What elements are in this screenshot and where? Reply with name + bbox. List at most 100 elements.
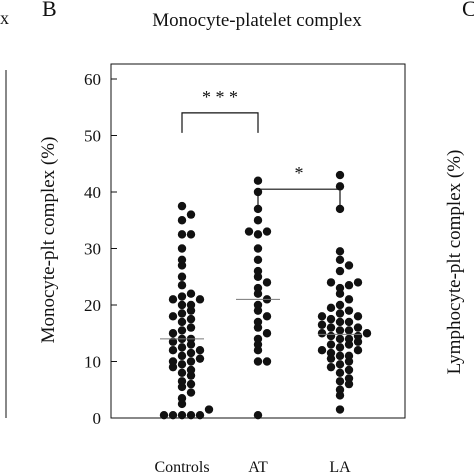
point-controls [186,388,196,397]
point-la [344,334,354,344]
point-la [335,334,345,344]
point-la [335,405,345,414]
point-controls [186,323,196,332]
significance-label-2: * [295,163,304,183]
point-la [326,331,336,341]
point-at [262,278,272,287]
point-la [335,360,345,369]
point-at [253,244,263,253]
point-la [335,170,345,180]
point-controls [177,351,187,361]
point-la [335,385,345,394]
point-controls [159,410,169,420]
point-la [344,295,354,304]
point-controls [168,410,178,420]
point-controls [168,329,178,338]
x-axis-labels: Controls AT LA [154,459,351,474]
point-controls [177,343,187,352]
point-la [344,326,354,335]
point-controls [177,272,187,281]
point-controls [168,357,178,366]
y-tick-label-40: 40 [84,183,101,202]
point-la [344,374,354,383]
point-controls [177,216,187,225]
point-controls [186,289,196,298]
point-la [335,368,345,377]
point-la [326,314,336,324]
point-la [335,300,345,310]
point-controls [195,346,205,355]
point-la [344,281,354,290]
point-at [253,255,263,264]
point-controls [186,357,196,366]
point-at [253,300,263,310]
point-la [362,329,372,338]
significance-label-1: * * * [202,87,238,107]
point-la [353,312,363,321]
point-controls [186,210,196,219]
point-controls [177,255,187,264]
point-la [335,317,345,327]
point-controls [168,346,178,355]
x-label-la: LA [329,459,351,474]
point-controls [186,300,196,310]
y-tick-label-20: 20 [84,296,101,315]
point-controls [168,295,178,304]
y-tick-label-10: 10 [84,353,101,372]
point-la [335,266,345,276]
point-at [253,266,263,276]
point-at [253,283,263,293]
point-la [335,351,345,361]
left-panel-fragment: x [0,8,9,28]
point-at [253,230,263,239]
point-controls [186,230,196,239]
point-controls [186,348,196,358]
point-controls [186,410,196,420]
point-la [317,346,327,355]
point-at [262,329,272,338]
point-controls [177,244,187,253]
point-la [326,362,336,372]
point-controls [177,368,187,377]
point-controls [195,295,205,304]
point-controls [177,309,187,318]
point-controls [186,314,196,324]
point-la [335,309,345,318]
point-la [326,348,336,358]
point-la [353,346,363,355]
point-la [353,323,363,332]
chart-title: Monocyte-platelet complex [152,10,362,31]
point-controls [177,326,187,335]
point-controls [177,394,187,403]
point-la [344,351,354,361]
point-controls [177,292,187,301]
point-at [253,410,263,420]
point-la [335,326,345,335]
point-la [335,377,345,386]
point-la [344,317,354,327]
right-panel-y-axis-label: Lymphocyte-plt complex (%) [444,150,465,375]
y-axis-label: Monocyte-plt complex (%) [38,137,59,344]
x-label-at: AT [248,459,268,474]
point-la [344,365,354,375]
point-la [344,306,354,315]
group-means [160,298,362,340]
point-at [244,227,254,236]
point-at [262,357,272,366]
point-controls [177,281,187,290]
panel-label-c: C [462,0,474,21]
point-at [253,334,263,344]
point-controls [177,360,187,369]
point-la [326,303,336,313]
y-tick-label-30: 30 [84,240,101,259]
point-la [317,329,327,338]
point-la [317,320,327,329]
point-la [335,255,345,264]
point-la [353,278,363,287]
point-at [253,357,263,366]
point-controls [195,354,205,363]
significance-brackets: * * * * [181,87,341,210]
panel-label-b: B [42,0,57,21]
point-la [326,278,336,287]
point-controls [177,410,187,420]
